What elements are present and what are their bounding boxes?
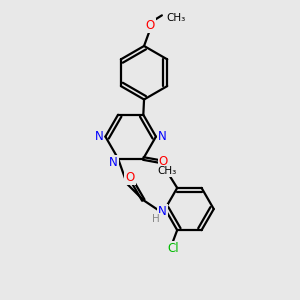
Text: O: O [159,155,168,168]
Text: O: O [146,19,154,32]
Text: H: H [152,214,160,224]
Text: N: N [94,130,103,143]
Text: CH₃: CH₃ [167,13,186,23]
Text: N: N [158,130,167,143]
Text: CH₃: CH₃ [158,166,177,176]
Text: Cl: Cl [167,242,178,255]
Text: N: N [158,205,167,218]
Text: N: N [109,156,118,169]
Text: O: O [125,171,135,184]
